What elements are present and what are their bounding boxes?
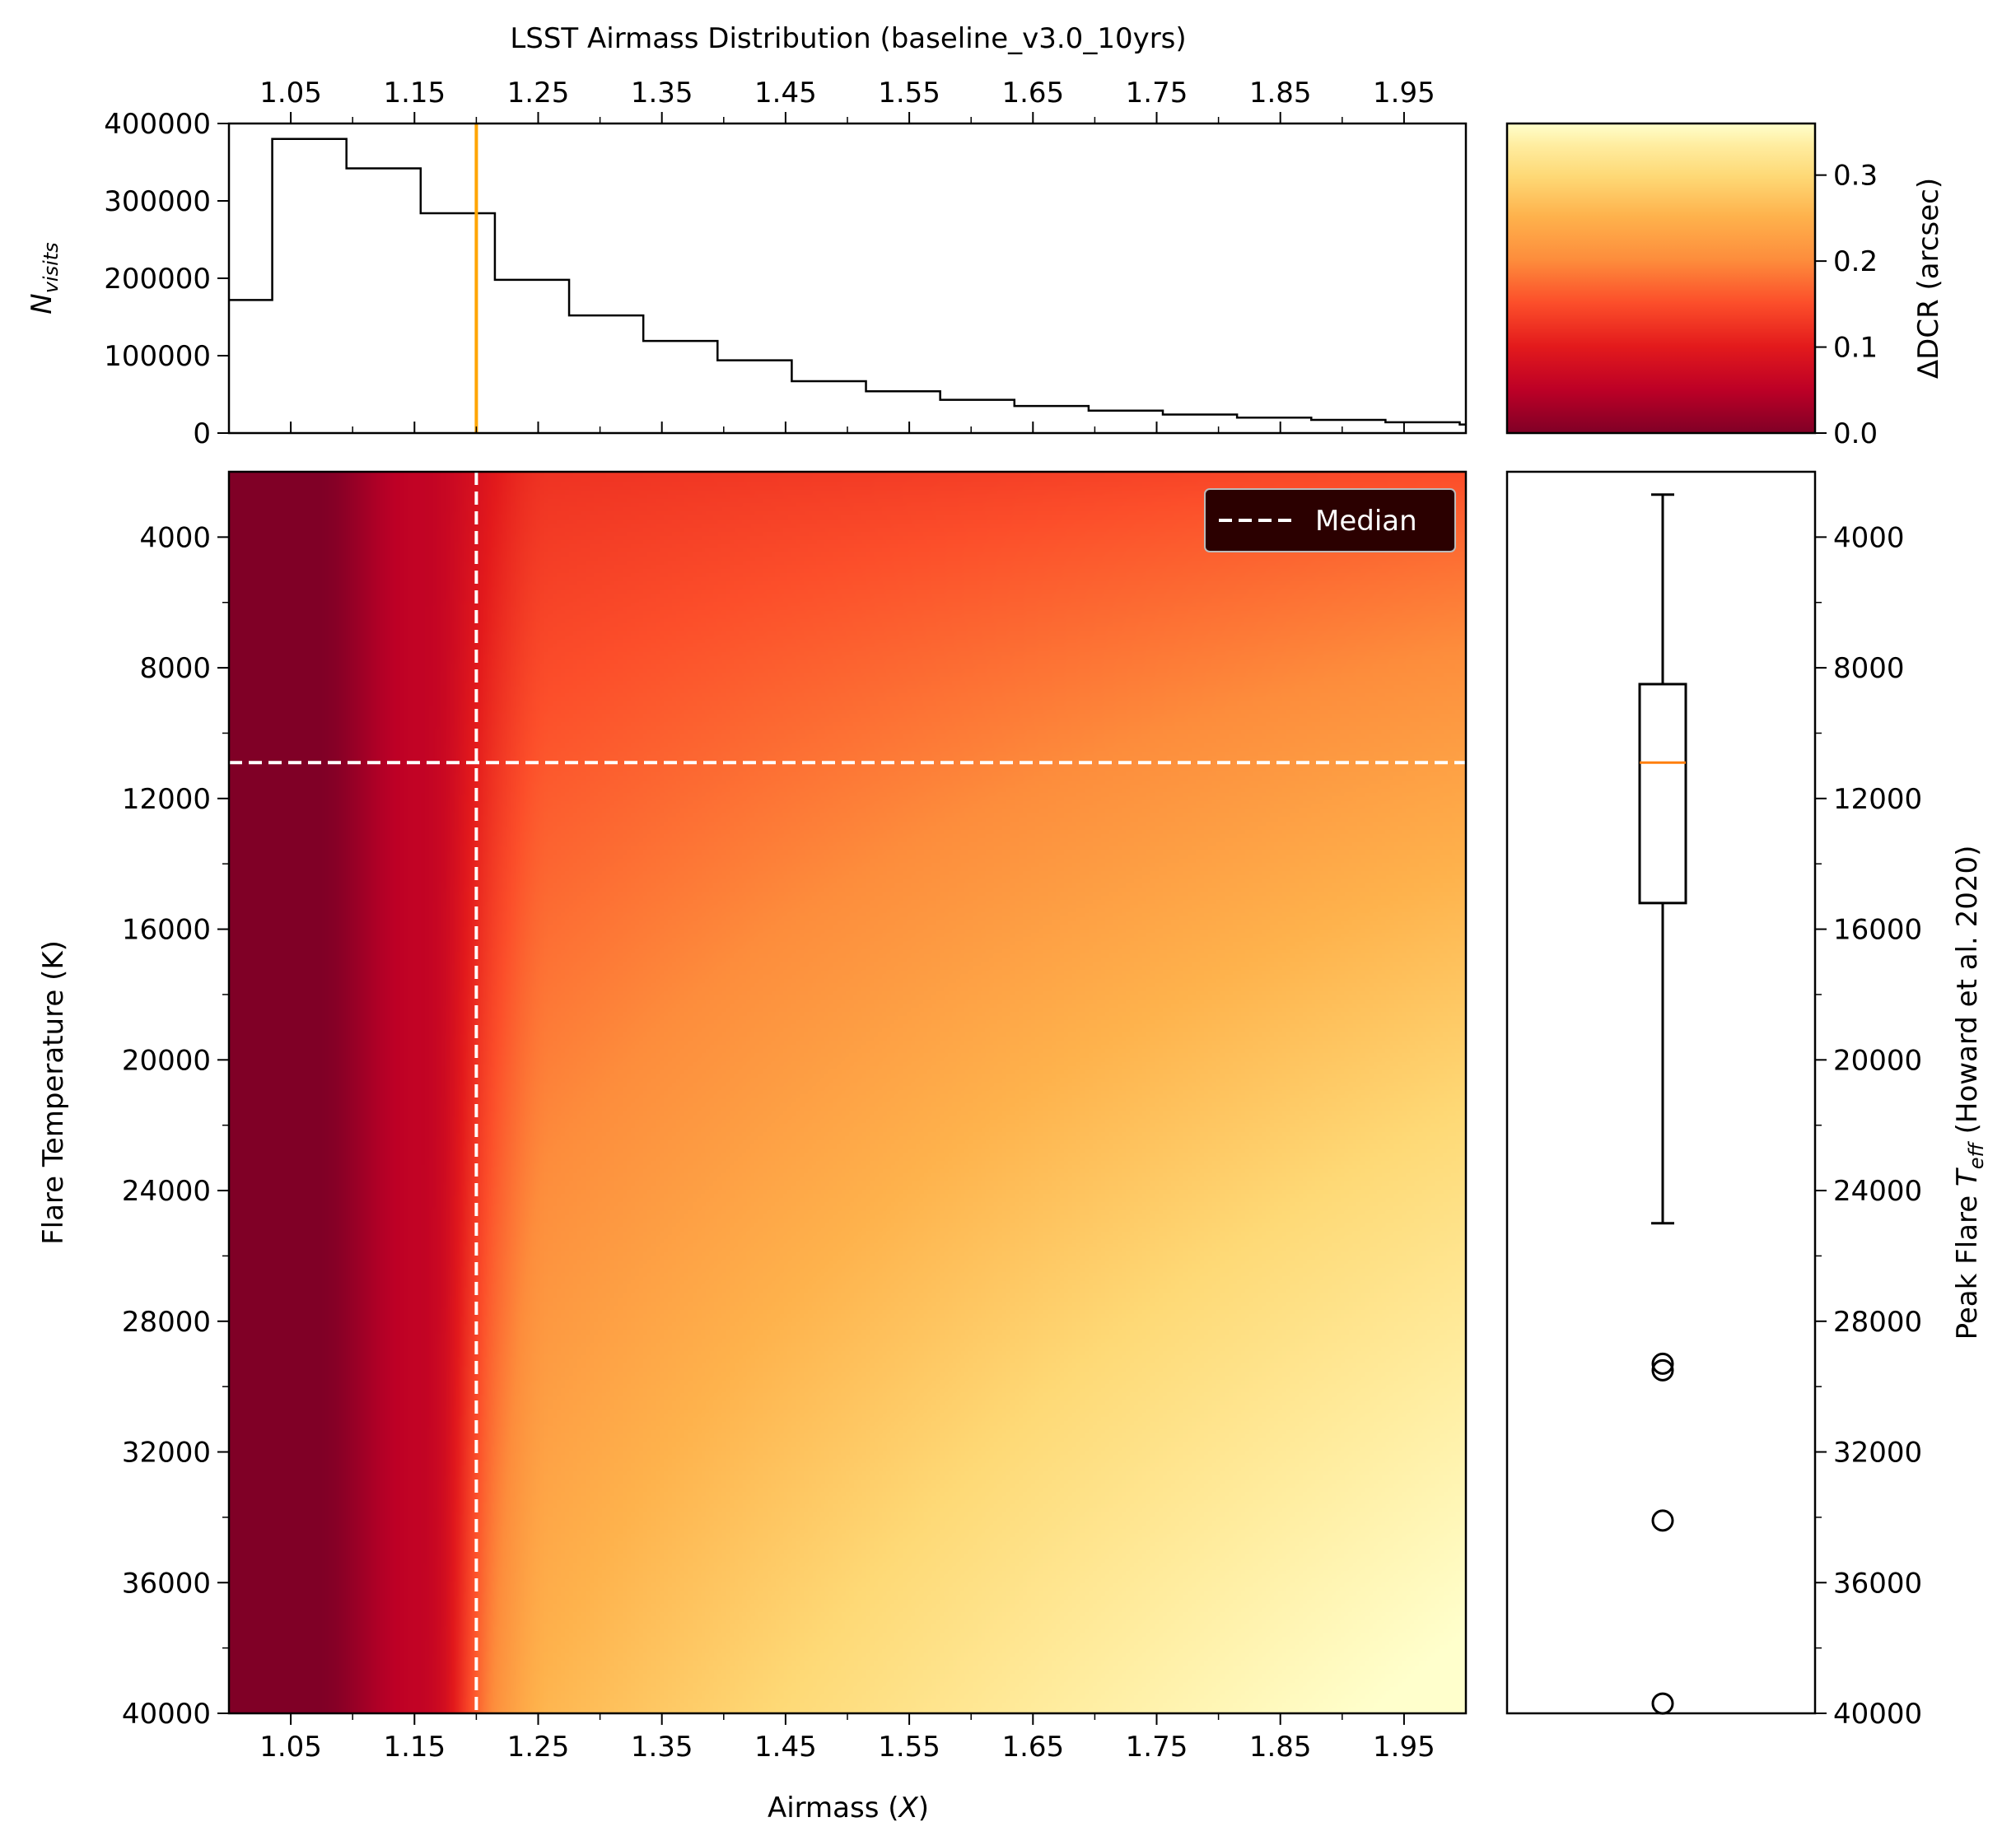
boxplot-panel: 4000 8000 12000 16000 20000 24000 28000 32000 36… [1505, 470, 1988, 1731]
heatmap-y-ticks: 4000 8000 12000 16000 20000 24000 28000 32000 36… [122, 521, 229, 1731]
box-y-tick-label: 28000 [1833, 1306, 1922, 1339]
hist-x-tick-label: 1.55 [878, 77, 940, 110]
hist-x-tick-label: 1.45 [754, 77, 817, 110]
legend-label: Median [1315, 505, 1417, 538]
box-y-tick-label: 20000 [1833, 1044, 1922, 1077]
box-y-tick-label: 16000 [1833, 914, 1922, 947]
hist-y-tick-label: 100000 [104, 340, 211, 373]
colorbar-tick-label: 0.0 [1833, 417, 1878, 450]
colorbar-ticks: 0.0 0.1 0.2 0.3 [1815, 160, 1878, 450]
heat-x-tick-label: 1.25 [507, 1731, 570, 1764]
box-y-tick-label: 24000 [1833, 1175, 1922, 1208]
heat-x-tick-label: 1.95 [1373, 1731, 1435, 1764]
box-outlier [1651, 1509, 1674, 1532]
box-iqr [1638, 683, 1687, 905]
hist-y-tick-label: 300000 [104, 185, 211, 218]
box-outlier [1651, 1352, 1674, 1375]
colorbar-gradient [1507, 123, 1815, 433]
histogram-step [229, 137, 1466, 426]
heat-y-tick-label: 12000 [122, 783, 211, 816]
heatmap-y-label: Flare Temperature (K) [37, 940, 70, 1245]
hist-x-tick-label: 1.75 [1126, 77, 1188, 110]
hist-x-tick-label: 1.35 [631, 77, 693, 110]
boxplot-y-label: Peak Flare Teff (Howard et al. 2020) [1951, 846, 1988, 1340]
histogram-panel: LSST Airmass Distribution (baseline_v3.0… [26, 22, 1468, 450]
heatmap-image [229, 472, 1466, 1713]
hist-x-tick-label: 1.85 [1249, 77, 1312, 110]
heat-x-tick-label: 1.15 [383, 1731, 446, 1764]
heat-x-tick-label: 1.55 [878, 1731, 940, 1764]
colorbar-tick-label: 0.1 [1833, 332, 1878, 365]
heatmap-x-ticks: 1.05 1.15 1.25 1.35 1.45 1.55 1.65 1.75 1.85 1.95 [259, 1713, 1435, 1764]
hist-x-tick-label: 1.05 [259, 77, 322, 110]
histogram-y-ticks: 0 100000 200000 300000 400000 [104, 108, 229, 450]
heat-y-tick-label: 20000 [122, 1044, 211, 1077]
hist-y-tick-label: 400000 [104, 108, 211, 141]
heat-x-tick-label: 1.35 [631, 1731, 693, 1764]
box-y-tick-label: 8000 [1833, 652, 1905, 685]
box-y-tick-label: 32000 [1833, 1437, 1922, 1470]
heat-y-tick-label: 4000 [139, 521, 211, 554]
hist-x-tick-label: 1.15 [383, 77, 446, 110]
hist-x-tick-label: 1.65 [1001, 77, 1064, 110]
heat-y-tick-label: 16000 [122, 914, 211, 947]
figure-title: LSST Airmass Distribution (baseline_v3.0… [510, 22, 1186, 55]
hist-y-tick-label: 200000 [104, 263, 211, 296]
hist-x-tick-label: 1.95 [1373, 77, 1435, 110]
heat-y-tick-label: 28000 [122, 1306, 211, 1339]
colorbar-label: ΔDCR (arcsec) [1912, 178, 1945, 379]
boxplot-y-ticks: 4000 8000 12000 16000 20000 24000 28000 32000 36… [1815, 521, 1922, 1731]
boxplot [1638, 493, 1687, 1715]
heat-y-tick-label: 24000 [122, 1175, 211, 1208]
histogram-frame [227, 122, 1468, 435]
heat-y-tick-label: 8000 [139, 652, 211, 685]
heat-y-tick-label: 36000 [122, 1567, 211, 1600]
box-outlier [1651, 1358, 1674, 1382]
heat-x-tick-label: 1.05 [259, 1731, 322, 1764]
box-y-tick-label: 12000 [1833, 783, 1922, 816]
box-y-tick-label: 40000 [1833, 1698, 1922, 1731]
heat-x-tick-label: 1.75 [1126, 1731, 1188, 1764]
hist-x-tick-label: 1.25 [507, 77, 570, 110]
histogram-y-label: Nvisits [26, 242, 63, 314]
colorbar-panel: 0.0 0.1 0.2 0.3 ΔDCR (arcsec) [1505, 122, 1945, 450]
colorbar-tick-label: 0.2 [1833, 245, 1878, 278]
legend-box [1204, 488, 1456, 552]
heat-x-tick-label: 1.45 [754, 1731, 817, 1764]
heatmap-panel: 1.05 1.15 1.25 1.35 1.45 1.55 1.65 1.75 1.85 1.95… [37, 470, 1468, 1824]
box-y-tick-label: 36000 [1833, 1567, 1922, 1600]
histogram-x-ticks: 1.05 1.15 1.25 1.35 1.45 1.55 1.65 1.75 1.85 1.95 [259, 77, 1435, 433]
colorbar-frame [1505, 122, 1817, 435]
heat-x-tick-label: 1.85 [1249, 1731, 1312, 1764]
boxplot-frame [1505, 470, 1817, 1715]
heatmap-x-label: Airmass (X) [768, 1792, 929, 1824]
box-y-tick-label: 4000 [1833, 521, 1905, 554]
heat-y-tick-label: 32000 [122, 1437, 211, 1470]
heatmap-median-lines [229, 472, 1466, 1713]
colorbar-tick-label: 0.3 [1833, 160, 1878, 193]
histogram-bars [229, 137, 1466, 426]
legend: Median [1204, 488, 1456, 552]
heat-x-tick-label: 1.65 [1001, 1731, 1064, 1764]
hist-y-tick-label: 0 [193, 417, 211, 450]
box-outlier [1651, 1692, 1674, 1715]
heat-y-tick-label: 40000 [122, 1698, 211, 1731]
